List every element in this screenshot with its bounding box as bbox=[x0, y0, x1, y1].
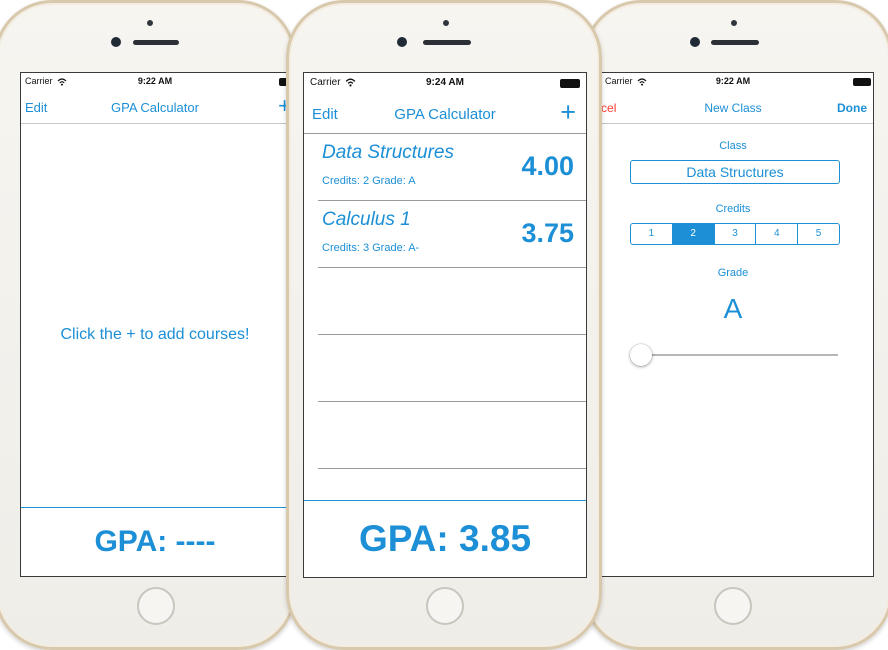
class-name-field[interactable]: Data Structures bbox=[630, 160, 840, 184]
credit-option-5[interactable]: 5 bbox=[797, 224, 839, 244]
empty-row bbox=[318, 402, 586, 469]
carrier-label: Carrier bbox=[605, 76, 647, 86]
done-button[interactable]: Done bbox=[837, 101, 867, 115]
carrier-label: Carrier bbox=[310, 77, 356, 88]
class-label: Class bbox=[719, 140, 747, 152]
gpa-total: GPA: 3.85 bbox=[304, 500, 586, 577]
nav-title: GPA Calculator bbox=[111, 100, 199, 115]
carrier-text: Carrier bbox=[605, 76, 633, 86]
edit-button[interactable]: Edit bbox=[312, 106, 338, 123]
nav-title: New Class bbox=[704, 101, 762, 115]
edit-button[interactable]: Edit bbox=[25, 100, 48, 115]
grade-value: A bbox=[723, 293, 743, 324]
status-bar: Carrier 9:22 AM bbox=[21, 73, 289, 91]
course-meta: Credits: 3 Grade: A- bbox=[322, 242, 420, 254]
add-course-button[interactable]: + bbox=[278, 93, 290, 118]
status-time: 9:22 AM bbox=[137, 76, 173, 86]
front-camera-icon bbox=[111, 37, 121, 47]
earpiece-speaker bbox=[711, 40, 759, 45]
top-sensor-dot bbox=[731, 20, 737, 26]
grade-slider-thumb[interactable] bbox=[630, 344, 652, 366]
add-course-button[interactable]: + bbox=[560, 97, 576, 127]
battery-icon bbox=[853, 78, 871, 86]
top-sensor-dot bbox=[443, 20, 449, 26]
battery-icon bbox=[279, 78, 289, 86]
nav-bar: Edit GPA Calculator + bbox=[304, 93, 586, 134]
phone-frame-left: Carrier 9:22 AM Edit GPA Calculator + Cl… bbox=[0, 0, 296, 650]
empty-row bbox=[318, 268, 586, 335]
wifi-icon bbox=[637, 78, 647, 86]
battery-icon bbox=[560, 79, 580, 88]
nav-title: GPA Calculator bbox=[394, 106, 496, 123]
credits-label: Credits bbox=[715, 203, 751, 215]
screen-gpa-courses: Carrier 9:24 AM Edit GPA Calculator + Da… bbox=[303, 72, 587, 578]
phone-frame-center: Carrier 9:24 AM Edit GPA Calculator + Da… bbox=[286, 0, 602, 650]
wifi-icon bbox=[57, 78, 67, 86]
wifi-icon bbox=[345, 78, 356, 87]
course-meta: Credits: 2 Grade: A bbox=[322, 175, 416, 187]
screen-new-class: Carrier 9:22 AM Cancel New Class Done Cl… bbox=[592, 72, 874, 577]
home-button[interactable] bbox=[426, 587, 464, 625]
class-name-value: Data Structures bbox=[686, 164, 784, 180]
earpiece-speaker bbox=[423, 40, 471, 45]
gpa-total: GPA: ---- bbox=[21, 507, 289, 576]
gpa-total-label: GPA: 3.85 bbox=[358, 518, 532, 559]
course-gpa: 4.00 bbox=[521, 151, 574, 181]
carrier-label: Carrier bbox=[25, 76, 67, 86]
credits-segmented-control[interactable]: 1 2 3 4 5 bbox=[630, 223, 840, 245]
credit-option-2[interactable]: 2 bbox=[671, 224, 714, 244]
earpiece-speaker bbox=[133, 40, 179, 45]
course-name: Data Structures bbox=[322, 142, 454, 163]
status-time: 9:22 AM bbox=[715, 76, 751, 86]
status-bar: Carrier 9:22 AM bbox=[593, 73, 873, 91]
phone-frame-right: Carrier 9:22 AM Cancel New Class Done Cl… bbox=[583, 0, 888, 650]
front-camera-icon bbox=[690, 37, 700, 47]
grade-slider-track bbox=[630, 354, 838, 356]
credit-option-4[interactable]: 4 bbox=[755, 224, 797, 244]
course-gpa: 3.75 bbox=[521, 218, 574, 248]
empty-state-message: Click the + to add courses! bbox=[60, 326, 250, 343]
nav-bar: Cancel New Class Done bbox=[593, 91, 873, 124]
home-button[interactable] bbox=[137, 587, 175, 625]
course-name: Calculus 1 bbox=[322, 209, 411, 230]
credit-option-1[interactable]: 1 bbox=[648, 228, 655, 239]
top-sensor-dot bbox=[147, 20, 153, 26]
grade-label: Grade bbox=[717, 267, 749, 279]
carrier-text: Carrier bbox=[25, 76, 53, 86]
carrier-text: Carrier bbox=[310, 77, 341, 88]
grade-slider[interactable] bbox=[630, 343, 838, 367]
screen-gpa-empty: Carrier 9:22 AM Edit GPA Calculator + Cl… bbox=[20, 72, 290, 577]
nav-bar: Edit GPA Calculator + bbox=[21, 91, 289, 124]
credit-option-3[interactable]: 3 bbox=[713, 224, 756, 244]
gpa-total-label: GPA: ---- bbox=[94, 525, 216, 558]
status-bar: Carrier 9:24 AM bbox=[304, 73, 586, 93]
front-camera-icon bbox=[397, 37, 407, 47]
status-time: 9:24 AM bbox=[426, 77, 464, 88]
empty-row bbox=[318, 335, 586, 402]
course-row[interactable]: Data Structures Credits: 2 Grade: A 4.00 bbox=[318, 134, 586, 201]
course-row[interactable]: Calculus 1 Credits: 3 Grade: A- 3.75 bbox=[318, 201, 586, 268]
home-button[interactable] bbox=[714, 587, 752, 625]
